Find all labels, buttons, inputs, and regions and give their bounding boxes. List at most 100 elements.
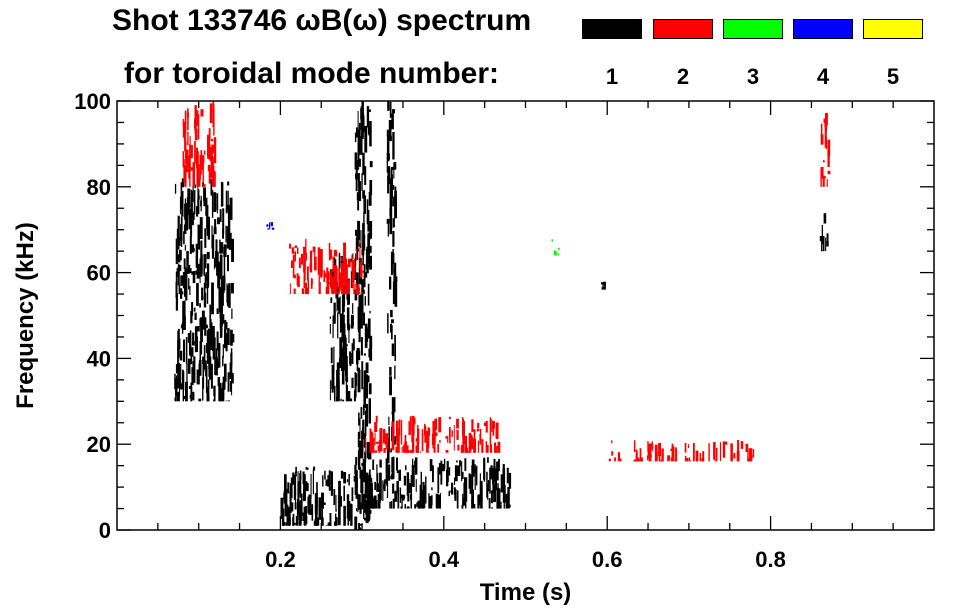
spectral-mark — [357, 220, 361, 240]
spectral-mark — [386, 483, 389, 486]
spectral-mark — [194, 128, 198, 141]
spectral-mark — [343, 485, 345, 501]
spectral-mark — [328, 242, 331, 254]
spectral-mark — [181, 291, 184, 295]
spectral-mark — [314, 248, 316, 262]
spectral-mark — [360, 136, 363, 155]
spectral-mark — [608, 458, 611, 462]
spectral-mark — [389, 501, 391, 509]
spectral-mark — [340, 398, 342, 402]
spectral-mark — [505, 493, 508, 509]
spectral-mark — [435, 432, 438, 437]
spectral-mark — [305, 466, 308, 470]
spectral-mark — [342, 399, 345, 402]
spectral-mark — [231, 238, 234, 262]
spectral-mark — [191, 212, 194, 226]
spectral-mark — [285, 522, 288, 526]
spectral-mark — [393, 439, 395, 448]
spectral-mark — [661, 448, 664, 462]
spectral-mark — [310, 473, 312, 499]
spectral-mark — [204, 360, 207, 369]
spectral-mark — [470, 434, 473, 450]
spectral-mark — [493, 466, 496, 481]
spectral-mark — [225, 340, 227, 345]
spectral-mark — [174, 183, 177, 194]
spectral-mark — [339, 275, 343, 289]
spectral-mark — [497, 441, 501, 453]
spectral-mark — [225, 190, 228, 214]
spectral-mark — [820, 168, 822, 187]
spectral-mark — [471, 489, 474, 508]
spectral-mark — [292, 254, 295, 278]
spectral-mark — [343, 348, 346, 371]
spectral-mark — [410, 488, 412, 509]
spectral-mark — [231, 333, 235, 343]
spectral-mark — [303, 523, 307, 526]
spectral-mark — [186, 269, 189, 274]
spectral-mark — [491, 507, 493, 509]
spectral-mark — [357, 450, 361, 470]
spectral-mark — [473, 429, 476, 442]
spectral-mark — [220, 242, 224, 254]
spectral-mark — [406, 472, 409, 496]
spectral-mark — [218, 382, 222, 402]
spectral-mark — [819, 236, 823, 242]
spectral-mark — [393, 252, 395, 274]
spectral-mark — [197, 114, 200, 140]
spectral-mark — [201, 156, 203, 170]
spectral-mark — [295, 466, 297, 477]
spectral-mark — [471, 459, 475, 477]
spectral-mark — [333, 521, 337, 526]
spectral-mark — [189, 235, 192, 254]
spectral-mark — [182, 122, 185, 138]
spectral-mark — [393, 162, 397, 170]
spectral-mark — [366, 246, 369, 274]
spectral-mark — [702, 451, 705, 462]
spectral-mark — [313, 466, 316, 471]
spectral-mark — [325, 286, 327, 295]
spectral-mark — [217, 217, 220, 225]
spectral-mark — [198, 398, 202, 402]
spectral-mark — [300, 253, 303, 265]
spectral-mark — [174, 373, 176, 390]
spectral-mark — [321, 492, 324, 509]
spectral-mark — [181, 191, 184, 217]
spectral-mark — [361, 279, 364, 293]
spectral-mark — [359, 466, 362, 479]
spectral-mark — [688, 444, 690, 448]
spectral-mark — [206, 330, 210, 336]
spectral-mark — [303, 488, 306, 500]
spectral-mark — [368, 348, 370, 358]
spectral-mark — [733, 453, 736, 459]
spectral-mark — [820, 167, 824, 179]
spectral-mark — [191, 244, 195, 253]
spectral-mark — [182, 369, 184, 388]
spectral-mark — [179, 350, 183, 361]
spectral-mark — [611, 440, 613, 444]
spectral-mark — [425, 476, 427, 504]
spectral-mark — [342, 284, 346, 307]
spectral-mark — [500, 474, 503, 493]
spectral-mark — [207, 347, 211, 364]
spectral-mark — [366, 476, 369, 504]
spectral-mark — [508, 472, 512, 489]
spectral-mark — [368, 191, 372, 206]
spectral-mark — [298, 257, 301, 269]
spectral-mark — [369, 336, 373, 349]
spectral-mark — [389, 367, 392, 376]
spectral-mark — [456, 418, 459, 429]
spectral-mark — [428, 493, 430, 509]
spectral-mark — [338, 275, 340, 295]
spectral-mark — [346, 384, 348, 400]
spectral-mark — [342, 314, 345, 343]
spectral-mark — [432, 422, 434, 440]
spectral-mark — [184, 165, 187, 187]
spectral-mark — [301, 255, 304, 258]
spectral-mark — [389, 376, 392, 396]
spectral-mark — [391, 422, 395, 451]
spectral-mark — [196, 206, 199, 217]
spectral-mark — [494, 468, 497, 491]
spectral-mark — [464, 477, 466, 493]
spectral-mark — [201, 222, 203, 231]
spectral-mark — [357, 287, 361, 291]
